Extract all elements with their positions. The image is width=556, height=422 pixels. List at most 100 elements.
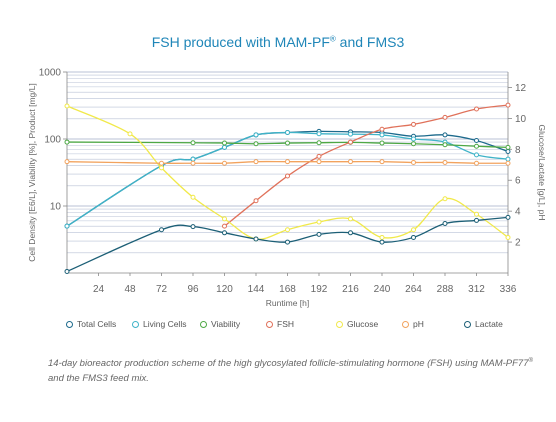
data-point-ph <box>442 159 448 165</box>
data-point-glucose <box>505 234 511 240</box>
data-point-fsh <box>222 223 227 229</box>
series-line-living-cells <box>66 131 509 227</box>
data-point-lactate <box>64 268 70 274</box>
data-point-fsh <box>253 198 259 204</box>
legend-marker-lactate <box>464 320 471 328</box>
data-point-viability <box>316 140 322 146</box>
series-glucose <box>64 103 511 242</box>
legend-item-lactate: Lactate <box>464 319 503 329</box>
y-left-tick-label: 1000 <box>39 68 62 79</box>
chart-title-registered-mark: ® <box>329 34 336 44</box>
x-tick-label: 120 <box>216 284 233 295</box>
y-right-tick-label: 6 <box>515 176 521 187</box>
data-point-viability <box>190 140 196 146</box>
data-point-lactate <box>348 230 353 236</box>
data-point-glucose <box>379 234 385 240</box>
data-point-ph <box>474 160 479 166</box>
legend-label-fsh: FSH <box>277 319 294 329</box>
data-point-fsh <box>348 139 353 145</box>
data-point-living-cells <box>379 132 385 138</box>
data-point-viability <box>411 141 416 147</box>
data-point-viability <box>442 142 448 148</box>
legend: Total Cells Living Cells Viability FSH Gluco… <box>66 319 536 333</box>
caption-tail: and the FMS3 feed mix. <box>48 373 149 385</box>
data-point-ph <box>348 159 353 165</box>
data-point-ph <box>411 159 416 165</box>
x-axis-title: Runtime [h] <box>266 298 309 308</box>
data-point-ph <box>379 159 385 165</box>
legend-label-viability: Viability <box>211 319 241 329</box>
legend-marker-viability <box>200 320 207 328</box>
series-ph <box>64 159 511 166</box>
data-point-glucose <box>442 196 448 202</box>
series-line-fsh <box>224 104 509 227</box>
data-point-total-cells <box>505 149 511 155</box>
data-point-glucose <box>190 194 196 200</box>
data-point-ph <box>159 160 164 166</box>
data-point-fsh <box>316 153 322 159</box>
data-point-lactate <box>442 221 448 227</box>
data-point-living-cells <box>316 131 322 137</box>
legend-label-glucose: Glucose <box>347 319 379 329</box>
legend-marker-glucose <box>336 320 343 328</box>
data-point-viability <box>379 140 385 146</box>
data-point-lactate <box>222 230 227 236</box>
x-tick-label: 24 <box>93 284 105 295</box>
data-point-living-cells <box>285 130 290 136</box>
data-point-glucose <box>474 211 479 217</box>
x-tick-label: 240 <box>374 284 391 295</box>
legend-item-glucose: Glucose <box>336 319 378 329</box>
data-point-living-cells <box>222 144 227 150</box>
data-point-fsh <box>379 126 385 132</box>
data-point-viability <box>253 141 259 147</box>
series-viability <box>64 139 511 150</box>
data-point-fsh <box>474 106 479 112</box>
series-layer <box>64 102 511 274</box>
chart-title: FSH produced with MAM-PF® and FMS3 <box>0 34 556 50</box>
data-point-ph <box>285 159 290 165</box>
data-point-living-cells <box>64 223 70 229</box>
data-point-lactate <box>285 239 290 245</box>
data-point-ph <box>505 160 511 166</box>
data-point-viability <box>222 140 227 146</box>
data-point-glucose <box>127 131 133 137</box>
legend-marker-total-cells <box>66 320 73 328</box>
data-point-ph <box>253 159 259 165</box>
chart-title-tail: and FMS3 <box>335 34 405 50</box>
legend-label-living-cells: Living Cells <box>143 319 187 329</box>
data-point-living-cells <box>411 136 416 142</box>
legend-item-living-cells: Living Cells <box>132 319 186 329</box>
data-point-viability <box>285 140 290 146</box>
data-point-glucose <box>159 165 164 171</box>
x-tick-label: 96 <box>187 284 199 295</box>
caption-text: 14-day bioreactor production scheme of t… <box>48 358 529 370</box>
legend-label-lactate: Lactate <box>475 319 503 329</box>
y-right-tick-label: 4 <box>515 207 521 218</box>
x-tick-label: 168 <box>279 284 296 295</box>
data-point-living-cells <box>348 131 353 137</box>
series-fsh <box>222 102 511 229</box>
data-point-living-cells <box>190 156 196 162</box>
data-point-lactate <box>316 231 322 237</box>
data-point-glucose <box>411 227 416 233</box>
data-point-glucose <box>316 219 322 225</box>
y-left-axis-title: Cell Density [E6/L], Viability [%], Prod… <box>27 83 37 261</box>
data-point-total-cells <box>474 137 479 143</box>
data-point-glucose <box>64 103 70 109</box>
y-right-axis-title: Glucose/Lactate [g/L], pH <box>537 125 547 221</box>
data-point-ph <box>222 160 227 166</box>
data-point-viability <box>64 139 70 145</box>
data-point-glucose <box>348 216 353 222</box>
data-point-lactate <box>379 239 385 245</box>
data-point-glucose <box>222 216 227 222</box>
x-tick-label: 144 <box>248 284 265 295</box>
x-tick-label: 216 <box>342 284 359 295</box>
x-tick-label: 72 <box>156 284 168 295</box>
data-point-total-cells <box>442 132 448 138</box>
data-point-fsh <box>505 102 511 108</box>
legend-item-ph: pH <box>402 319 424 329</box>
data-point-living-cells <box>474 152 479 158</box>
x-tick-label: 192 <box>311 284 328 295</box>
y-right-tick-label: 8 <box>515 145 521 156</box>
